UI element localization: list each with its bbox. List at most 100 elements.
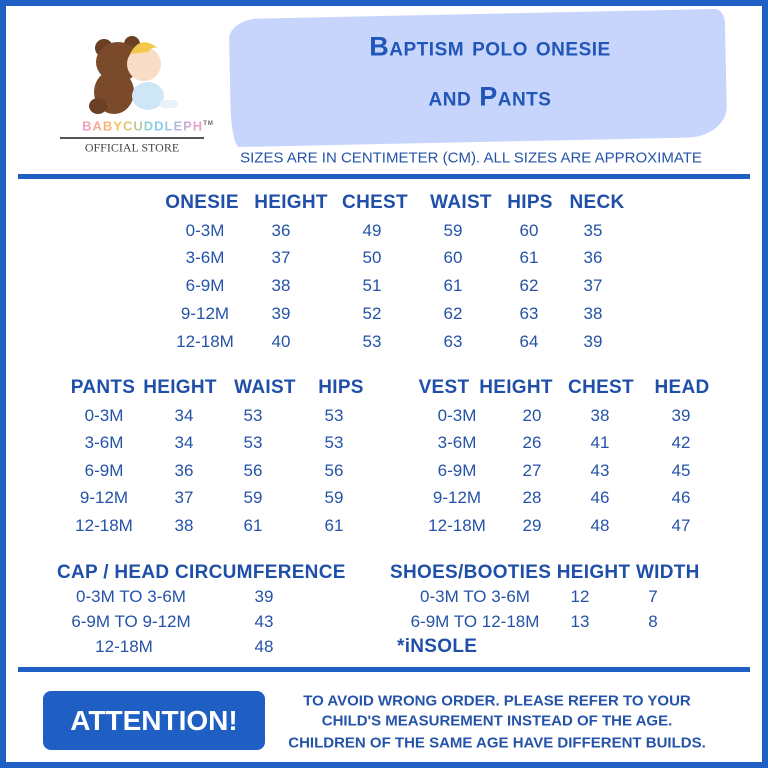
onesie-header-neck: NECK (569, 192, 625, 213)
onesie-header-height: HEIGHT (254, 192, 328, 213)
onesie-cell: 35 (583, 221, 603, 240)
onesie-cell: 39 (271, 304, 291, 323)
attention-note-line2: CHILD'S MEASUREMENT INSTEAD OF THE AGE. (321, 712, 673, 730)
divider-bottom (18, 667, 750, 672)
title-banner (228, 8, 728, 148)
attention-label: ATTENTION! (70, 704, 238, 736)
shoes-height-cell: 13 (570, 612, 590, 631)
subtitle: SIZES ARE IN CENTIMETER (CM). ALL SIZES … (240, 149, 702, 167)
onesie-cell: 38 (583, 304, 603, 323)
vest-cell: 3-6M (437, 433, 477, 452)
onesie-cell: 63 (443, 332, 463, 351)
vest-cell: 48 (590, 516, 610, 535)
bear-baby-logo-icon (89, 36, 178, 114)
onesie-cell: 52 (362, 304, 382, 323)
pants-cell: 53 (324, 433, 344, 452)
vest-cell: 45 (671, 461, 691, 480)
pants-cell: 61 (324, 516, 344, 535)
brand-name: BABYCUDDLEPH (82, 118, 204, 134)
vest-cell: 28 (522, 488, 542, 507)
onesie-cell: 40 (271, 332, 291, 351)
pants-cell: 56 (324, 461, 344, 480)
vest-header-chest: CHEST (568, 377, 634, 398)
onesie-cell: 63 (519, 304, 539, 323)
pants-header-height: HEIGHT (143, 377, 217, 398)
cap-size-cell: 6-9M TO 9-12M (71, 612, 191, 631)
pants-cell: 9-12M (79, 488, 129, 507)
pants-cell: 53 (324, 406, 344, 425)
vest-cell: 26 (522, 433, 542, 452)
onesie-header-waist: WAIST (430, 192, 492, 213)
pants-cell: 38 (174, 516, 194, 535)
onesie-cell: 0-3M (185, 221, 225, 240)
pants-cell: 3-6M (84, 433, 124, 452)
vest-cell: 43 (590, 461, 610, 480)
page-title-line1: Baptism polo onesie (369, 31, 611, 62)
onesie-cell: 12-18M (176, 332, 234, 351)
trademark: TM (203, 121, 214, 128)
vest-cell: 38 (590, 406, 610, 425)
pants-cell: 53 (243, 433, 263, 452)
vest-cell: 39 (671, 406, 691, 425)
logo-divider (60, 137, 204, 139)
onesie-cell: 62 (443, 304, 463, 323)
cap-size-cell: 0-3M TO 3-6M (76, 587, 186, 606)
onesie-cell: 61 (443, 276, 463, 295)
onesie-cell: 36 (583, 248, 603, 267)
onesie-cell: 53 (362, 332, 382, 351)
onesie-cell: 60 (443, 248, 463, 267)
cap-value-cell: 48 (254, 637, 274, 656)
vest-header-height: HEIGHT (479, 377, 553, 398)
divider-top (18, 174, 750, 179)
onesie-header-hips: HIPS (507, 192, 553, 213)
onesie-cell: 36 (271, 221, 291, 240)
pants-header-hips: HIPS (318, 377, 364, 398)
vest-cell: 27 (522, 461, 542, 480)
pants-cell: 34 (174, 433, 194, 452)
cap-size-cell: 12-18M (95, 637, 153, 656)
pants-cell: 61 (243, 516, 263, 535)
onesie-cell: 6-9M (185, 276, 225, 295)
onesie-cell: 39 (583, 332, 603, 351)
cap-header: CAP / HEAD CIRCUMFERENCE (57, 562, 346, 583)
vest-header-head: HEAD (654, 377, 710, 398)
vest-cell: 46 (590, 488, 610, 507)
pants-cell: 59 (243, 488, 263, 507)
pants-cell: 53 (243, 406, 263, 425)
shoes-size-cell: 6-9M TO 12-18M (410, 612, 540, 631)
pants-cell: 36 (174, 461, 194, 480)
onesie-cell: 60 (519, 221, 539, 240)
shoes-height-cell: 12 (570, 587, 590, 606)
onesie-cell: 9-12M (180, 304, 230, 323)
insole-footnote: *iNSOLE (397, 636, 478, 657)
onesie-header-chest: CHEST (342, 192, 408, 213)
onesie-cell: 49 (362, 221, 382, 240)
vest-cell: 20 (522, 406, 542, 425)
attention-note-line1: TO AVOID WRONG ORDER. PLEASE REFER TO YO… (303, 692, 691, 710)
shoes-width-cell: 7 (648, 587, 658, 606)
vest-cell: 6-9M (437, 461, 477, 480)
pants-cell: 34 (174, 406, 194, 425)
onesie-cell: 59 (443, 221, 463, 240)
vest-cell: 47 (671, 516, 691, 535)
shoes-header: SHOES/BOOTIES HEIGHT WIDTH (390, 562, 700, 583)
attention-note-line3: CHILDREN OF THE SAME AGE HAVE DIFFERENT … (288, 734, 706, 752)
vest-cell: 41 (590, 433, 610, 452)
onesie-cell: 50 (362, 248, 382, 267)
pants-header-pants: PANTS (70, 377, 136, 398)
onesie-cell: 61 (519, 248, 539, 267)
pants-cell: 6-9M (84, 461, 124, 480)
pants-header-waist: WAIST (234, 377, 296, 398)
cap-value-cell: 43 (254, 612, 274, 631)
pants-cell: 12-18M (75, 516, 133, 535)
vest-cell: 29 (522, 516, 542, 535)
vest-cell: 12-18M (428, 516, 486, 535)
onesie-cell: 37 (583, 276, 603, 295)
onesie-cell: 62 (519, 276, 539, 295)
pants-cell: 59 (324, 488, 344, 507)
pants-cell: 37 (174, 488, 194, 507)
onesie-cell: 38 (271, 276, 291, 295)
vest-header-vest: VEST (418, 377, 470, 398)
store-label: OFFICIAL STORE (84, 140, 180, 155)
